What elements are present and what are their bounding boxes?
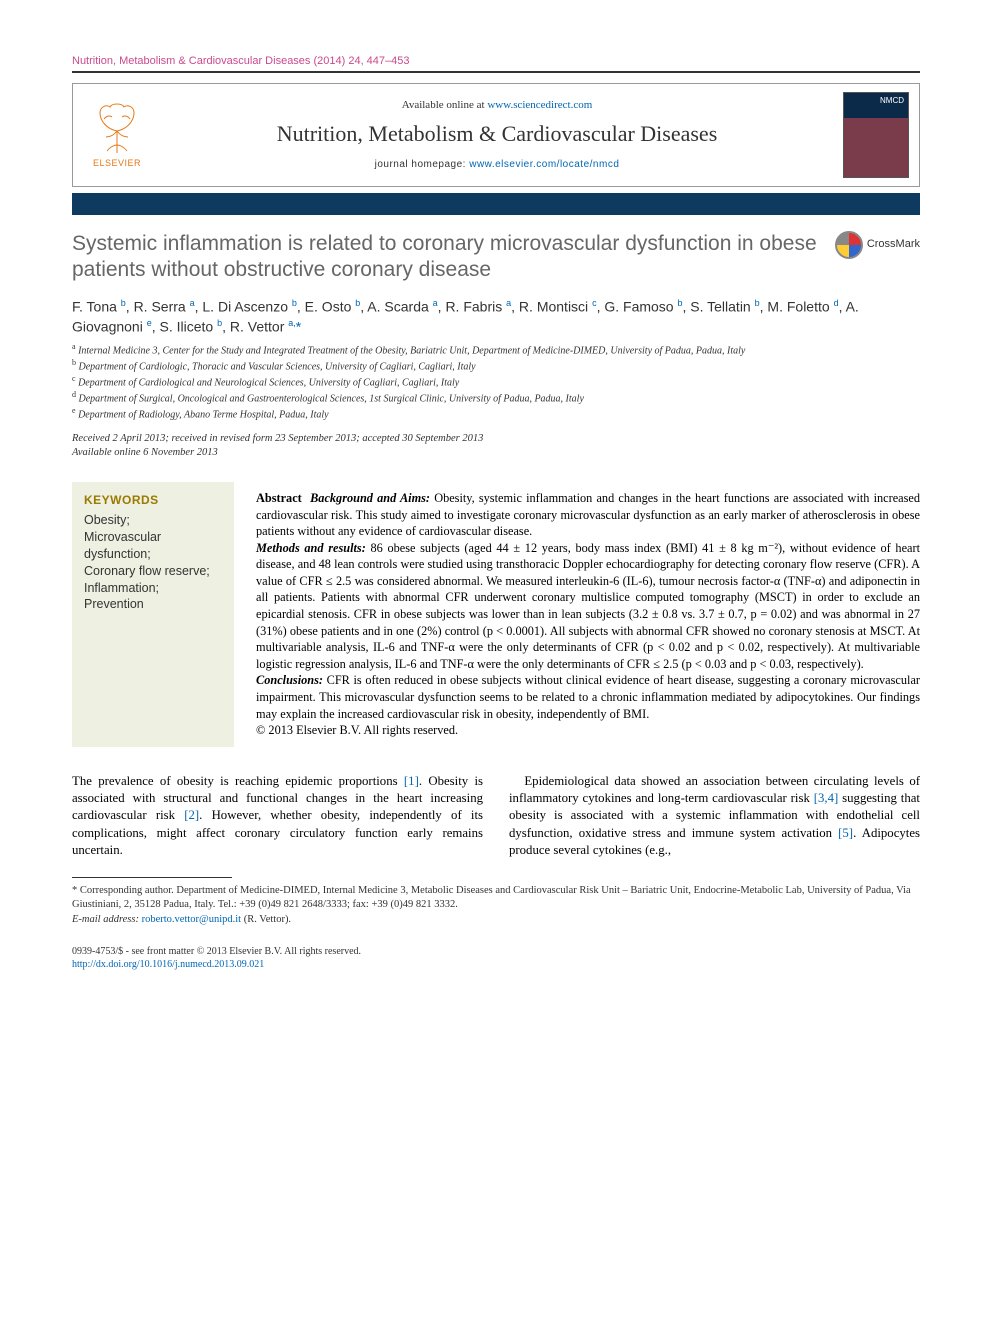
section-color-bar [72,193,920,215]
abstract-mr-text: 86 obese subjects (aged 44 ± 12 years, b… [256,541,920,671]
email-tail: (R. Vettor). [241,914,291,925]
journal-homepage-line: journal homepage: www.elsevier.com/locat… [165,158,829,172]
ref-3-4-link[interactable]: [3,4] [814,791,839,805]
journal-masthead: ELSEVIER Available online at www.science… [72,83,920,187]
doi-link[interactable]: http://dx.doi.org/10.1016/j.numecd.2013.… [72,959,264,970]
ref-1-link[interactable]: [1] [404,774,419,788]
abstract-conc-head: Conclusions: [256,673,323,687]
abstract-mr-head: Methods and results: [256,541,366,555]
ref-2-link[interactable]: [2] [184,808,199,822]
homepage-prefix: journal homepage: [375,159,470,170]
crossmark-badge[interactable]: CrossMark [835,231,920,259]
email-label: E-mail address: [72,914,142,925]
keywords-heading: KEYWORDS [84,492,222,508]
elsevier-logo: ELSEVIER [83,96,151,174]
journal-homepage-link[interactable]: www.elsevier.com/locate/nmcd [469,159,619,170]
abstract: Abstract Background and Aims: Obesity, s… [234,482,920,747]
corr-text: Department of Medicine-DIMED, Internal M… [72,885,911,910]
sciencedirect-link[interactable]: www.sciencedirect.com [487,99,592,111]
running-head: Nutrition, Metabolism & Cardiovascular D… [72,54,920,73]
available-prefix: Available online at [402,99,488,111]
available-online-line: Available online at www.sciencedirect.co… [165,98,829,113]
keywords-box: KEYWORDS Obesity;Microvascular dysfuncti… [72,482,234,747]
journal-cover-thumbnail [843,92,909,178]
body-p1a: The prevalence of obesity is reaching ep… [72,774,404,788]
crossmark-label: CrossMark [867,237,920,252]
crossmark-icon [835,231,863,259]
online-date-line: Available online 6 November 2013 [72,446,920,460]
affiliations: a Internal Medicine 3, Center for the St… [72,342,920,421]
elsevier-tree-icon [92,101,142,155]
corr-label: Corresponding author. [77,885,174,896]
abstract-conc-text: CFR is often reduced in obese subjects w… [256,673,920,720]
author-list: F. Tona b, R. Serra a, L. Di Ascenzo b, … [72,297,920,336]
article-dates: Received 2 April 2013; received in revis… [72,432,920,460]
received-line: Received 2 April 2013; received in revis… [72,432,920,446]
article-title: Systemic inflammation is related to coro… [72,231,823,284]
front-matter-block: 0939-4753/$ - see front matter © 2013 El… [72,945,920,972]
body-text: The prevalence of obesity is reaching ep… [72,773,920,859]
abstract-label: Abstract [256,491,302,505]
abstract-bg-head: Background and Aims: [310,491,430,505]
corr-email-link[interactable]: roberto.vettor@unipd.it [142,914,241,925]
elsevier-wordmark: ELSEVIER [93,157,141,169]
corresponding-author-note: * Corresponding author. Department of Me… [72,884,920,927]
ref-5-link[interactable]: [5] [838,826,853,840]
issn-copyright-line: 0939-4753/$ - see front matter © 2013 El… [72,945,920,959]
footnote-separator [72,877,232,878]
keywords-list: Obesity;Microvascular dysfunction;Corona… [84,512,222,613]
abstract-copyright: © 2013 Elsevier B.V. All rights reserved… [256,723,458,737]
journal-name: Nutrition, Metabolism & Cardiovascular D… [165,119,829,149]
